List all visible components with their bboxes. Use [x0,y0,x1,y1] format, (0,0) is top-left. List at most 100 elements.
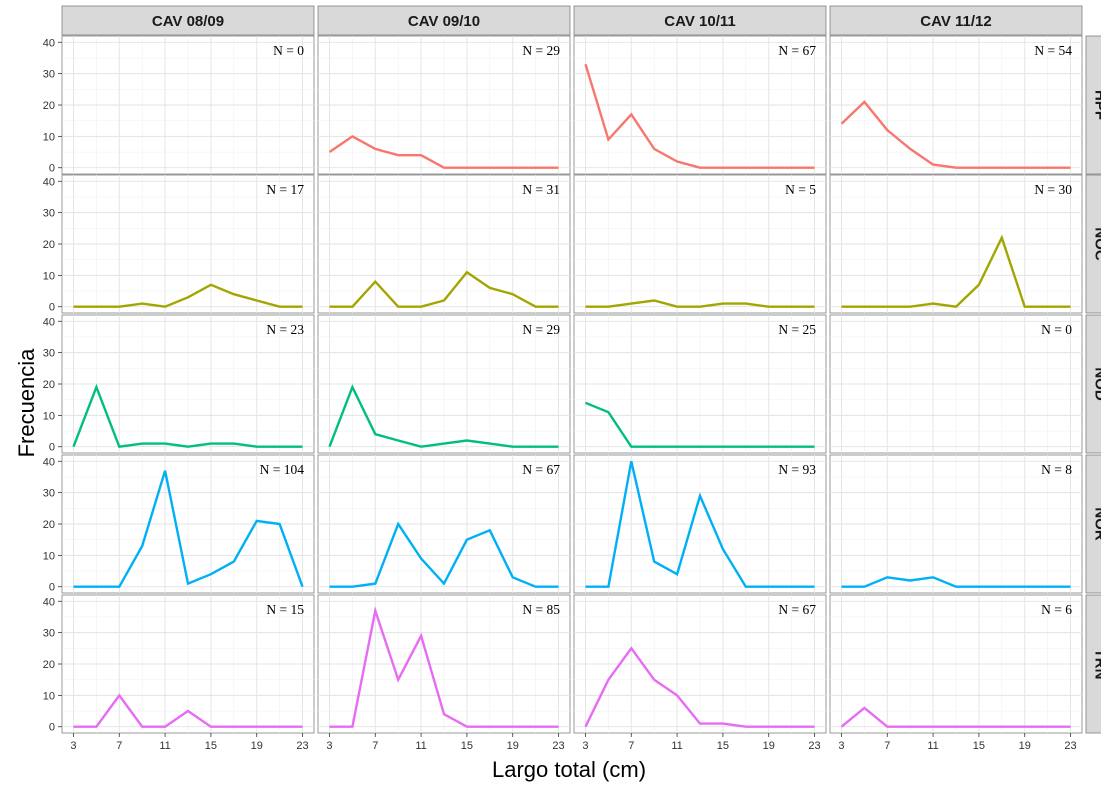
x-axis-title: Largo total (cm) [492,757,646,782]
x-tick-label: 11 [415,740,426,752]
column-strips: CAV 08/09 CAV 09/10 CAV 10/11 CAV 11/12 [62,6,1082,35]
y-tick-label: 10 [43,410,55,422]
sample-size-label: N = 8 [1041,462,1072,477]
panel-noc-cav-08-09: N = 17 [62,175,314,313]
panel-trn-cav-09-10: N = 85 [318,595,570,733]
y-tick-label: 30 [43,69,55,81]
panel-noc-cav-10-11: N = 5 [574,175,826,313]
y-tick-label: 30 [43,628,55,640]
y-tick-label: 40 [43,456,55,468]
x-tick-label: 19 [507,740,519,752]
sample-size-label: N = 29 [522,43,560,58]
panel-nor-cav-08-09: N = 104 [62,455,314,593]
row-strip-label: HPF [1092,90,1101,120]
sample-size-label: N = 93 [778,462,816,477]
panel-nod-cav-08-09: N = 23 [62,315,314,453]
panel-nod-cav-10-11: N = 25 [574,315,826,453]
y-axis-nor: 0 10 20 30 40 [43,456,62,593]
x-tick-label: 23 [808,740,820,752]
column-strip-label: CAV 10/11 [664,13,735,30]
x-tick-label: 15 [205,740,217,752]
sample-size-label: N = 30 [1034,182,1072,197]
panel-nod-cav-09-10: N = 29 [318,315,570,453]
panel-hpf-cav-08-09: N = 0 [62,36,314,174]
panel-nor-cav-09-10: N = 67 [318,455,570,593]
x-tick-label: 23 [296,740,308,752]
x-tick-label: 11 [927,740,938,752]
sample-size-label: N = 25 [778,322,816,337]
y-axis-title: Frecuencia [14,348,39,458]
sample-size-label: N = 104 [260,462,305,477]
panel-nor-cav-10-11: N = 93 [574,455,826,593]
row-strip-label: TRN [1092,649,1101,680]
x-tick-label: 7 [372,740,378,752]
row-strip-label: NOD [1092,367,1101,401]
y-tick-label: 0 [49,582,55,594]
panel-noc-cav-09-10: N = 31 [318,175,570,313]
sample-size-label: N = 0 [273,43,304,58]
sample-size-label: N = 31 [522,182,560,197]
x-tick-label: 19 [763,740,775,752]
x-tick-label: 11 [671,740,682,752]
y-tick-label: 0 [49,163,55,175]
x-tick-label: 15 [717,740,729,752]
sample-size-label: N = 85 [522,602,560,617]
row-strip-label: NOC [1092,227,1101,261]
y-tick-label: 10 [43,550,55,562]
x-tick-label: 23 [1064,740,1076,752]
panel-nod-cav-11-12: N = 0 [830,315,1082,453]
y-tick-label: 10 [43,270,55,282]
x-tick-label: 7 [628,740,634,752]
row-strips: HPF NOC NOD NOR TRN [1086,36,1101,733]
column-strip-label: CAV 08/09 [152,13,224,30]
sample-size-label: N = 54 [1034,43,1072,58]
x-tick-label: 7 [884,740,890,752]
x-tick-label: 3 [70,740,76,752]
x-tick-label: 7 [116,740,122,752]
column-strip-label: CAV 11/12 [920,13,991,30]
x-tick-label: 19 [1019,740,1031,752]
sample-size-label: N = 6 [1041,602,1072,617]
x-axis-cav-10-11: 3 7 11 15 19 23 [582,733,820,752]
column-strip-label: CAV 09/10 [408,13,480,30]
sample-size-label: N = 67 [778,602,816,617]
y-tick-label: 30 [43,488,55,500]
panel-trn-cav-11-12: N = 6 [830,595,1082,733]
y-tick-label: 0 [49,302,55,314]
x-tick-label: 3 [838,740,844,752]
x-tick-label: 3 [326,740,332,752]
y-tick-label: 40 [43,37,55,49]
x-axis-cav-11-12: 3 7 11 15 19 23 [838,733,1076,752]
row-strip-label: NOR [1092,507,1101,541]
y-tick-label: 20 [43,379,55,391]
panel-hpf-cav-10-11: N = 67 [574,36,826,174]
y-tick-label: 20 [43,239,55,251]
sample-size-label: N = 29 [522,322,560,337]
panel-trn-cav-10-11: N = 67 [574,595,826,733]
y-tick-label: 30 [43,208,55,220]
sample-size-label: N = 67 [522,462,560,477]
panel-hpf-cav-11-12: N = 54 [830,36,1082,174]
y-tick-label: 40 [43,596,55,608]
x-tick-label: 15 [973,740,985,752]
x-tick-label: 23 [552,740,564,752]
sample-size-label: N = 0 [1041,322,1072,337]
y-tick-label: 0 [49,442,55,454]
sample-size-label: N = 67 [778,43,816,58]
panel-hpf-cav-09-10: N = 29 [318,36,570,174]
x-tick-label: 3 [582,740,588,752]
y-tick-label: 30 [43,348,55,360]
sample-size-label: N = 5 [785,182,816,197]
sample-size-label: N = 15 [266,602,304,617]
y-tick-label: 20 [43,519,55,531]
y-tick-label: 20 [43,100,55,112]
panel-noc-cav-11-12: N = 30 [830,175,1082,313]
y-tick-label: 0 [49,722,55,734]
